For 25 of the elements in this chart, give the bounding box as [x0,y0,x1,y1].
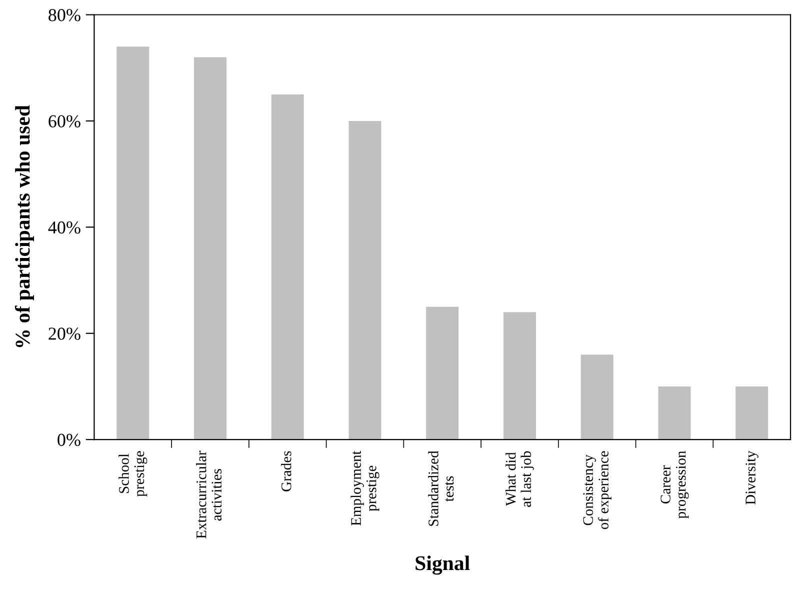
x-tick-label: Employment prestige [350,450,380,526]
bar [503,312,536,440]
bar [580,354,614,440]
x-tick-label: Consistency of experience [583,451,612,530]
bar [426,306,459,440]
bar [348,120,382,440]
x-tick-label: Grades [280,451,292,492]
x-tick-label: School prestige [118,451,148,497]
y-axis-title: % of participants who used [14,105,34,348]
bar [658,386,691,440]
bar [736,386,768,440]
x-tick-label: Standardized tests [428,450,454,526]
x-tick-label: Extracurricular activities [196,450,222,538]
y-tick-label: 0% [58,434,80,446]
y-tick-label: 80% [48,9,80,22]
y-tick-label: 20% [48,328,80,340]
y-tick-label: 40% [48,221,80,234]
bar [194,57,226,440]
x-tick-label: Diversity [746,450,758,505]
x-tick-label: What did at last job [505,451,534,507]
bar [116,46,150,440]
x-axis-title: Signal [416,556,470,575]
y-tick-label: 60% [48,115,80,128]
x-tick-label: Career progression [660,450,689,518]
bar [271,94,304,440]
